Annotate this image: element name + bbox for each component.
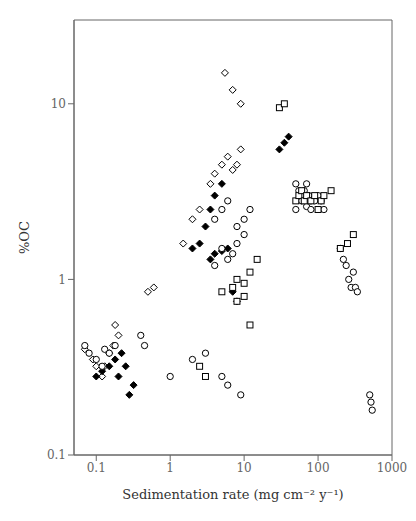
svg-text:Sedimentation rate (mg cm⁻² y⁻: Sedimentation rate (mg cm⁻² y⁻¹) xyxy=(122,487,343,502)
svg-text:10: 10 xyxy=(51,97,66,111)
svg-text:100: 100 xyxy=(307,461,330,475)
svg-text:%OC: %OC xyxy=(17,221,32,254)
svg-text:0.1: 0.1 xyxy=(47,448,66,462)
svg-text:10: 10 xyxy=(236,461,251,475)
svg-text:1: 1 xyxy=(166,461,174,475)
svg-text:0.1: 0.1 xyxy=(87,461,106,475)
svg-text:1000: 1000 xyxy=(377,461,408,475)
svg-text:1: 1 xyxy=(58,273,66,287)
